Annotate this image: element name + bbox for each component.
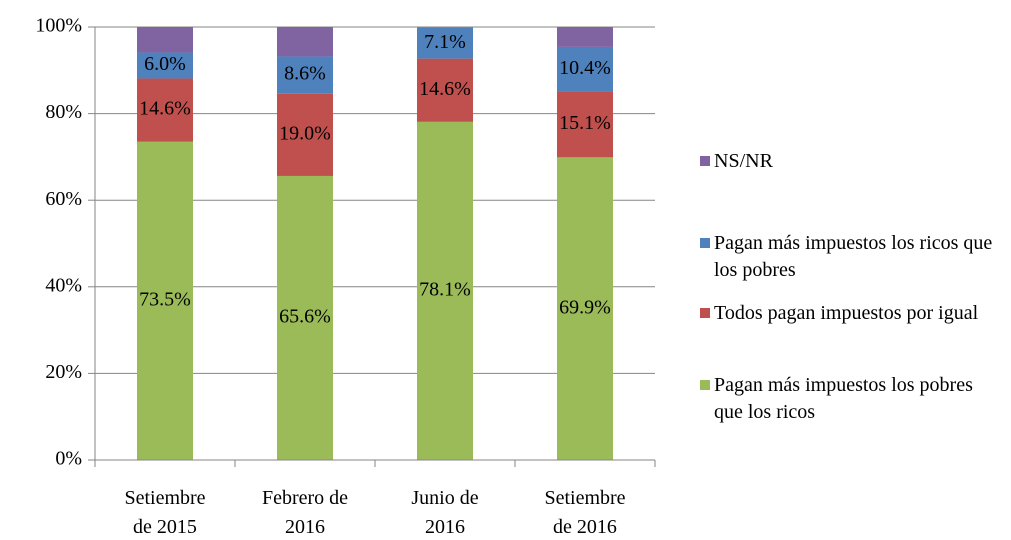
legend-marker (700, 238, 710, 248)
value-label: 65.6% (279, 306, 331, 328)
legend-label: Pagan más impuestos los ricos que los po… (714, 232, 993, 281)
legend-label: Todos pagan impuestos por igual (714, 302, 979, 324)
bar-segment (277, 56, 333, 94)
value-label: 8.6% (284, 63, 326, 85)
y-tick-label: 60% (45, 188, 82, 210)
value-label: 78.1% (419, 279, 471, 301)
value-label: 73.5% (139, 288, 191, 310)
bar-segment (417, 121, 473, 461)
value-label: 19.0% (279, 122, 331, 144)
bar-segment (417, 58, 473, 122)
bar-segment (137, 78, 193, 142)
value-label: 14.6% (139, 98, 191, 120)
bar-segment (557, 46, 613, 92)
bar-segment (137, 52, 193, 79)
y-tick-label: 80% (45, 101, 82, 123)
y-tick-label: 20% (45, 361, 82, 383)
value-label: 6.0% (144, 53, 186, 75)
y-tick-label: 100% (35, 15, 82, 37)
legend-marker (700, 380, 710, 390)
value-label: 7.1% (424, 31, 466, 53)
bar-segment (277, 93, 333, 176)
bar-segment (417, 27, 473, 28)
bar-segment (557, 91, 613, 158)
y-tick-label: 0% (55, 448, 82, 470)
legend-marker (700, 156, 710, 166)
legend-marker (700, 308, 710, 318)
legend-label: Pagan más impuestos los pobres que los r… (714, 374, 973, 423)
value-label: 15.1% (559, 112, 611, 134)
x-tick-label: Junio de 2016 (411, 487, 479, 538)
bar-segment (277, 27, 333, 57)
bar-segment (417, 27, 473, 59)
x-tick-label: Febrero de 2016 (261, 487, 349, 538)
bar-segment (277, 175, 333, 460)
legend-label: NS/NR (714, 150, 773, 172)
x-tick-label: Setiembre de 2016 (544, 487, 626, 538)
y-tick-label: 40% (45, 274, 82, 296)
bar-segment (137, 141, 193, 460)
value-label: 10.4% (559, 57, 611, 79)
bar-segment (557, 157, 613, 460)
bar-segment (137, 27, 193, 53)
x-tick-label: Setiembre de 2015 (124, 487, 206, 538)
bar-segment (557, 27, 613, 47)
value-label: 69.9% (559, 296, 611, 318)
value-label: 14.6% (419, 78, 471, 100)
